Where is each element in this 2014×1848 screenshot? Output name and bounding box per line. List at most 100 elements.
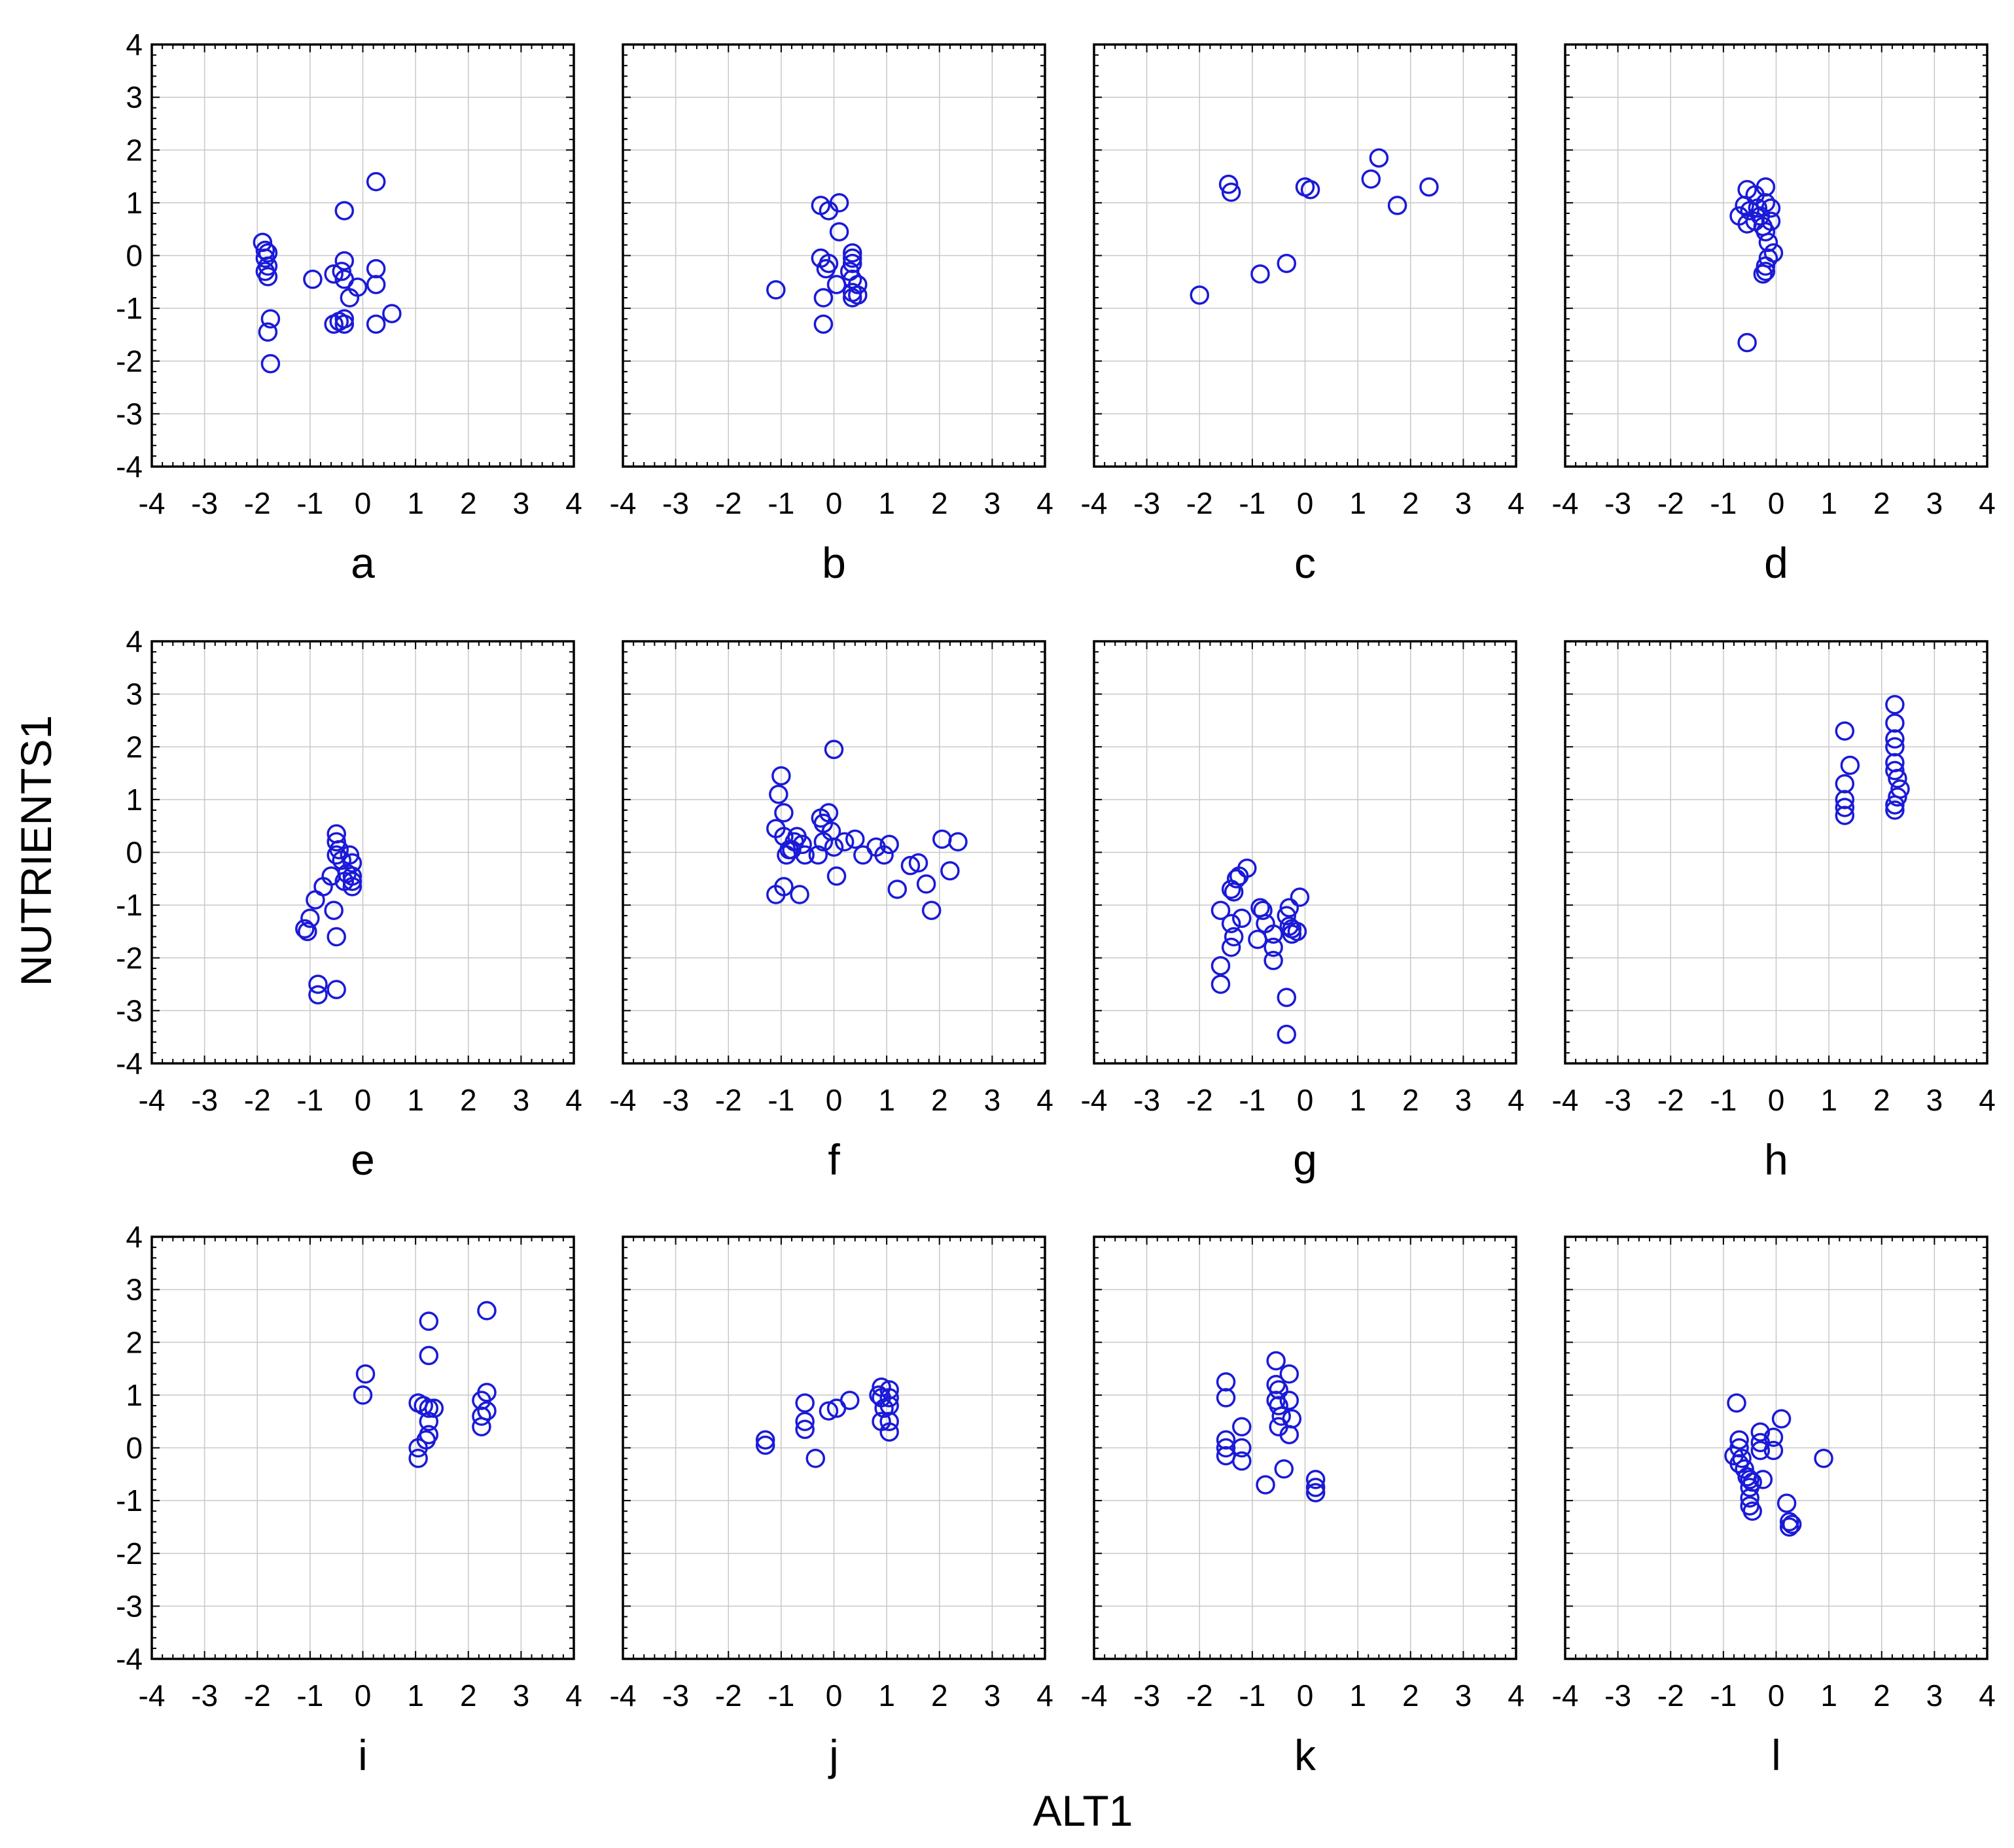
x-tick-label: -4 (1552, 1679, 1579, 1713)
data-point (879, 1380, 899, 1400)
x-tick-label: -3 (191, 486, 218, 520)
x-tick-label: 1 (407, 1083, 424, 1117)
y-tick-label: 2 (126, 730, 143, 764)
data-point (327, 980, 346, 999)
data-point (342, 853, 362, 873)
x-tick-label: 4 (1979, 1083, 1996, 1117)
data-point (1279, 898, 1299, 917)
data-point (1756, 193, 1776, 213)
data-point (1763, 1427, 1784, 1448)
data-point (1256, 1475, 1275, 1495)
x-tick-label: -4 (139, 486, 166, 520)
x-tick-label: 1 (407, 1679, 424, 1713)
data-point (1216, 1438, 1236, 1458)
data-point (842, 248, 862, 268)
data-point (826, 275, 847, 294)
data-point (805, 1448, 826, 1468)
data-point (1740, 1470, 1759, 1489)
x-tick-label: 0 (1768, 1679, 1785, 1713)
panel-label: g (1293, 1135, 1317, 1184)
data-point (1885, 737, 1905, 756)
data-point (419, 1345, 439, 1366)
x-tick-label: 3 (1455, 1679, 1472, 1713)
x-tick-label: -3 (662, 1083, 689, 1117)
x-tick-label: -3 (191, 1679, 218, 1713)
y-tick-label: -1 (116, 1484, 143, 1518)
data-point (1248, 929, 1267, 950)
x-tick-label: -1 (1710, 486, 1737, 520)
data-point (1756, 222, 1776, 241)
data-point (334, 251, 355, 271)
data-point (353, 1385, 373, 1405)
x-tick-label: 0 (826, 1083, 843, 1117)
data-point (1263, 937, 1283, 957)
data-point (327, 845, 346, 865)
x-tick-label: 3 (1926, 486, 1943, 520)
data-point (824, 739, 844, 760)
x-tick-label: 2 (1402, 1083, 1419, 1117)
data-point (819, 803, 839, 823)
x-tick-label: 1 (407, 486, 424, 520)
plot-frame (1093, 43, 1517, 468)
x-tick-label: 2 (460, 1679, 477, 1713)
data-point (813, 314, 834, 334)
x-tick-label: -3 (1604, 1083, 1631, 1117)
data-point (808, 845, 828, 865)
data-point (1277, 1024, 1297, 1044)
panel-label: i (358, 1731, 368, 1779)
data-point (1756, 177, 1776, 197)
data-point (1771, 1409, 1792, 1429)
data-point (1210, 956, 1231, 976)
x-tick-label: 1 (878, 486, 895, 520)
plot-frame (622, 43, 1046, 468)
data-point (1224, 927, 1244, 947)
data-point (1840, 755, 1860, 775)
data-point (771, 766, 791, 786)
y-tick-label: 0 (126, 239, 143, 273)
panel-b: -4 -3 -2 -1 0 1 2 3 4 b (610, 43, 1053, 587)
plot-frame (1564, 640, 1988, 1065)
x-tick-label: -2 (1186, 1679, 1213, 1713)
data-point (1266, 1351, 1286, 1371)
data-point (1885, 760, 1905, 781)
data-point (1779, 1517, 1799, 1537)
data-point (1740, 201, 1759, 221)
x-tick-label: 0 (1297, 1679, 1314, 1713)
data-point (308, 974, 328, 994)
x-tick-label: 3 (513, 1083, 530, 1117)
panel-k: -4 -3 -2 -1 0 1 2 3 4 k (1081, 1235, 1525, 1779)
x-tick-label: -4 (139, 1083, 166, 1117)
data-point (1727, 1393, 1746, 1413)
data-point (1835, 773, 1855, 794)
x-tick-label: -4 (1081, 1679, 1108, 1713)
x-tick-label: -1 (768, 486, 794, 520)
data-point (298, 921, 317, 942)
data-point (1216, 1430, 1236, 1450)
data-point (334, 309, 355, 329)
plot-frame (150, 1235, 575, 1660)
x-tick-label: -2 (1186, 486, 1213, 520)
panel-label: l (1771, 1731, 1781, 1779)
y-tick-label: -3 (116, 993, 143, 1027)
data-point (366, 171, 386, 192)
x-tick-label: 4 (1036, 1679, 1053, 1713)
data-point (255, 248, 275, 268)
plot-frame (1093, 640, 1517, 1065)
x-tick-label: 4 (565, 1679, 582, 1713)
data-point (1761, 198, 1781, 218)
data-point (879, 1422, 899, 1442)
data-point (334, 872, 355, 891)
data-point (308, 985, 328, 1004)
data-point (782, 840, 802, 860)
x-tick-label: 1 (1820, 486, 1837, 520)
data-point (1885, 713, 1905, 733)
data-point (879, 1388, 899, 1408)
data-point (1277, 906, 1297, 925)
x-tick-label: 3 (984, 486, 1001, 520)
data-point (1753, 1470, 1773, 1489)
y-tick-label: -2 (116, 1537, 143, 1571)
data-point (1742, 1501, 1762, 1521)
data-point (1282, 1409, 1302, 1429)
data-point (1253, 900, 1273, 920)
x-tick-label: -3 (1604, 486, 1631, 520)
